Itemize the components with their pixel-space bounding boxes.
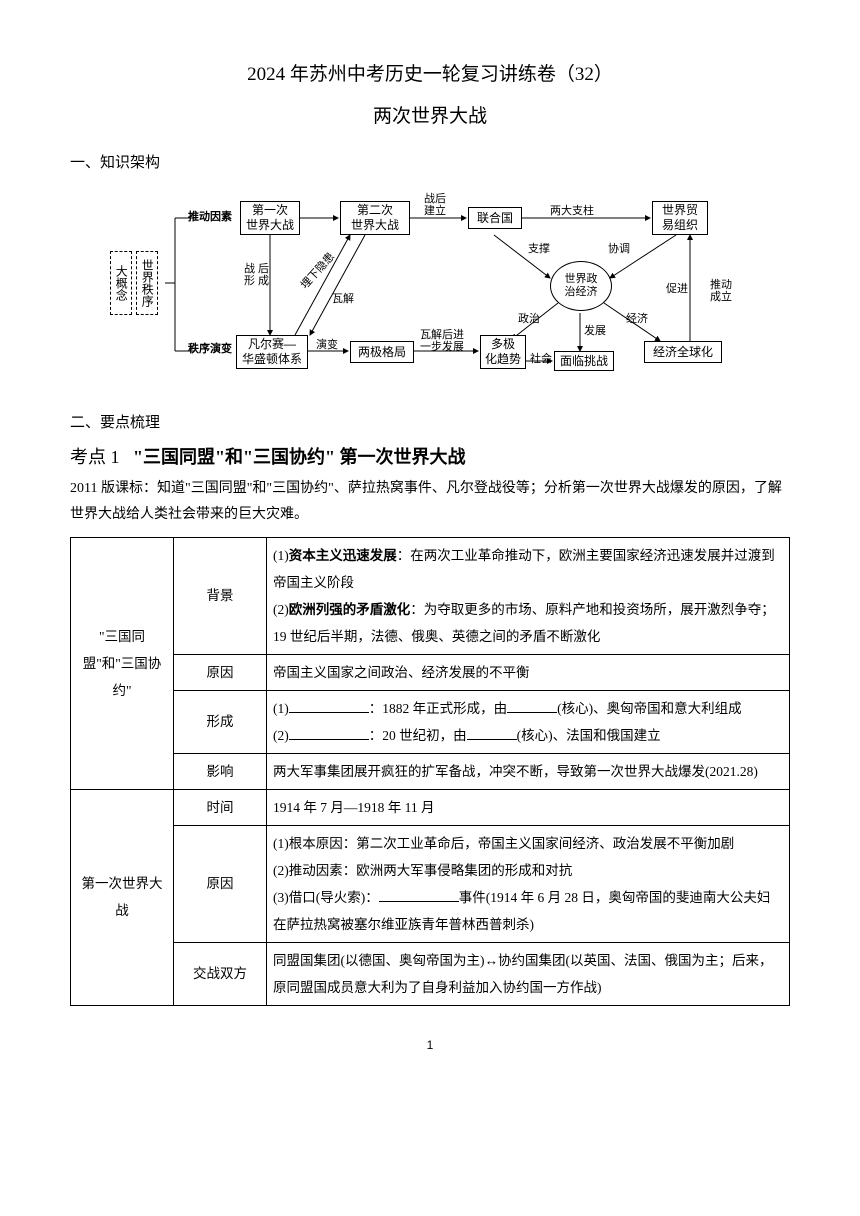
cell-formation: (1) ：1882 年正式形成，由 (核心)、奥匈帝国和意大利组成 (2) ：20 世… xyxy=(267,690,790,753)
diagram-edge-two-pillars: 两大支柱 xyxy=(550,205,594,217)
kaodian-title: "三国同盟"和"三国协约" 第一次世界大战 xyxy=(133,447,465,467)
page-number: 1 xyxy=(70,1036,790,1055)
diagram-label-order: 秩序演变 xyxy=(188,343,232,355)
diagram-edge-politics: 政治 xyxy=(518,313,540,325)
diagram-edge-hidden: 埋下隐患 xyxy=(299,250,337,291)
blank-input[interactable] xyxy=(467,727,517,740)
diagram-box-bipolar: 两极格局 xyxy=(350,341,414,363)
diagram-edge-disintegrate: 瓦解 xyxy=(332,293,354,305)
text: (2)欧洲列强的矛盾激化：为夺取更多的市场、原料产地和投资场所，展开激烈争夺；1… xyxy=(273,602,775,644)
cell-cause2: (1)根本原因：第二次工业革命后，帝国主义国家间经济、政治发展不平衡加剧 (2)… xyxy=(267,825,790,942)
row-label-cause2: 原因 xyxy=(174,825,267,942)
diagram-box-world-order: 世界秩序 xyxy=(136,251,158,315)
curriculum-standard: 2011 版课标：知道"三国同盟"和"三国协约"、萨拉热窝事件、凡尔登战役等；分… xyxy=(70,476,790,529)
text: (1) xyxy=(273,701,289,716)
diagram-edge-evolve: 演变 xyxy=(316,339,338,351)
page-subtitle: 两次世界大战 xyxy=(70,102,790,132)
blank-input[interactable] xyxy=(507,700,557,713)
kaodian-number: 考点 1 xyxy=(70,447,120,467)
diagram-edge-support: 支撑 xyxy=(528,243,550,255)
diagram-box-globalization: 经济全球化 xyxy=(644,341,722,363)
blank-input[interactable] xyxy=(289,700,369,713)
row-label-formation: 形成 xyxy=(174,690,267,753)
diagram-box-challenge: 面临挑战 xyxy=(554,351,614,371)
diagram-box-versailles: 凡尔赛— 华盛顿体系 xyxy=(236,335,308,369)
text: (2)推动因素：欧洲两大军事侵略集团的形成和对抗 xyxy=(273,863,572,878)
diagram-box-ww1: 第一次 世界大战 xyxy=(240,201,300,235)
content-table: "三国同盟"和"三国协约" 背景 (1)资本主义迅速发展：在两次工业革命推动下，… xyxy=(70,537,790,1006)
table-row: 交战双方 同盟国集团(以德国、奥匈帝国为主)↔协约国集团(以英国、法国、俄国为主… xyxy=(71,942,790,1005)
row-label-impact: 影响 xyxy=(174,753,267,789)
diagram-edge-disintegrate2: 瓦解后进 一步发展 xyxy=(420,329,464,353)
text: (1)资本主义迅速发展：在两次工业革命推动下，欧洲主要国家经济迅速发展并过渡到帝… xyxy=(273,548,775,590)
diagram-box-ww2: 第二次 世界大战 xyxy=(340,201,410,235)
diagram-box-concept: 大概念 xyxy=(110,251,132,315)
text: (3)借口(导火索)： xyxy=(273,890,379,905)
text: (1)根本原因：第二次工业革命后，帝国主义国家间经济、政治发展不平衡加剧 xyxy=(273,836,734,851)
blank-input[interactable] xyxy=(379,889,459,902)
section-2-heading: 二、要点梳理 xyxy=(70,411,790,435)
diagram-edge-postwar-form: 战 后 形 成 xyxy=(244,263,269,287)
row-label-cause: 原因 xyxy=(174,654,267,690)
text: ：20 世纪初，由 xyxy=(369,728,467,743)
table-row: 原因 (1)根本原因：第二次工业革命后，帝国主义国家间经济、政治发展不平衡加剧 … xyxy=(71,825,790,942)
row-label-time: 时间 xyxy=(174,789,267,825)
cell-background: (1)资本主义迅速发展：在两次工业革命推动下，欧洲主要国家经济迅速发展并过渡到帝… xyxy=(267,537,790,654)
text: (核心)、奥匈帝国和意大利组成 xyxy=(557,701,742,716)
knowledge-diagram: 大概念 世界秩序 推动因素 秩序演变 第一次 世界大战 第二次 世界大战 联合国… xyxy=(110,183,750,393)
text: ：1882 年正式形成，由 xyxy=(369,701,507,716)
table-row: 第一次世界大战 时间 1914 年 7 月—1918 年 11 月 xyxy=(71,789,790,825)
group-label-ww1: 第一次世界大战 xyxy=(71,789,174,1005)
diagram-box-multipolar: 多极 化趋势 xyxy=(480,335,526,369)
text: (2) xyxy=(273,728,289,743)
diagram-edge-develop: 发展 xyxy=(584,325,606,337)
diagram-edge-coordinate: 协调 xyxy=(608,243,630,255)
table-row: 原因 帝国主义国家之间政治、经济发展的不平衡 xyxy=(71,654,790,690)
table-row: "三国同盟"和"三国协约" 背景 (1)资本主义迅速发展：在两次工业革命推动下，… xyxy=(71,537,790,654)
diagram-edge-promote: 促进 xyxy=(666,283,688,295)
table-row: 形成 (1) ：1882 年正式形成，由 (核心)、奥匈帝国和意大利组成 (2) ：2… xyxy=(71,690,790,753)
row-label-sides: 交战双方 xyxy=(174,942,267,1005)
diagram-edge-society: 社会 xyxy=(530,353,552,365)
diagram-box-wto: 世界贸 易组织 xyxy=(652,201,708,235)
page-title: 2024 年苏州中考历史一轮复习讲练卷（32） xyxy=(70,60,790,90)
diagram-circle-politics-economy: 世界政 治经济 xyxy=(550,261,612,311)
blank-input[interactable] xyxy=(289,727,369,740)
table-row: 影响 两大军事集团展开疯狂的扩军备战，冲突不断，导致第一次世界大战爆发(2021… xyxy=(71,753,790,789)
row-label-background: 背景 xyxy=(174,537,267,654)
cell-impact: 两大军事集团展开疯狂的扩军备战，冲突不断，导致第一次世界大战爆发(2021.28… xyxy=(267,753,790,789)
kaodian-1-heading: 考点 1 "三国同盟"和"三国协约" 第一次世界大战 xyxy=(70,443,790,472)
diagram-box-un: 联合国 xyxy=(468,207,522,229)
cell-time: 1914 年 7 月—1918 年 11 月 xyxy=(267,789,790,825)
diagram-label-drivers: 推动因素 xyxy=(188,211,232,223)
diagram-edge-economy: 经济 xyxy=(626,313,648,325)
text: (核心)、法国和俄国建立 xyxy=(517,728,661,743)
diagram-edge-push: 推动 成立 xyxy=(710,279,732,303)
diagram-edge-postwar-establish: 战后 建立 xyxy=(424,193,446,217)
cell-cause: 帝国主义国家之间政治、经济发展的不平衡 xyxy=(267,654,790,690)
section-1-heading: 一、知识架构 xyxy=(70,151,790,175)
cell-sides: 同盟国集团(以德国、奥匈帝国为主)↔协约国集团(以英国、法国、俄国为主；后来，原… xyxy=(267,942,790,1005)
group-label-alliances: "三国同盟"和"三国协约" xyxy=(71,537,174,789)
